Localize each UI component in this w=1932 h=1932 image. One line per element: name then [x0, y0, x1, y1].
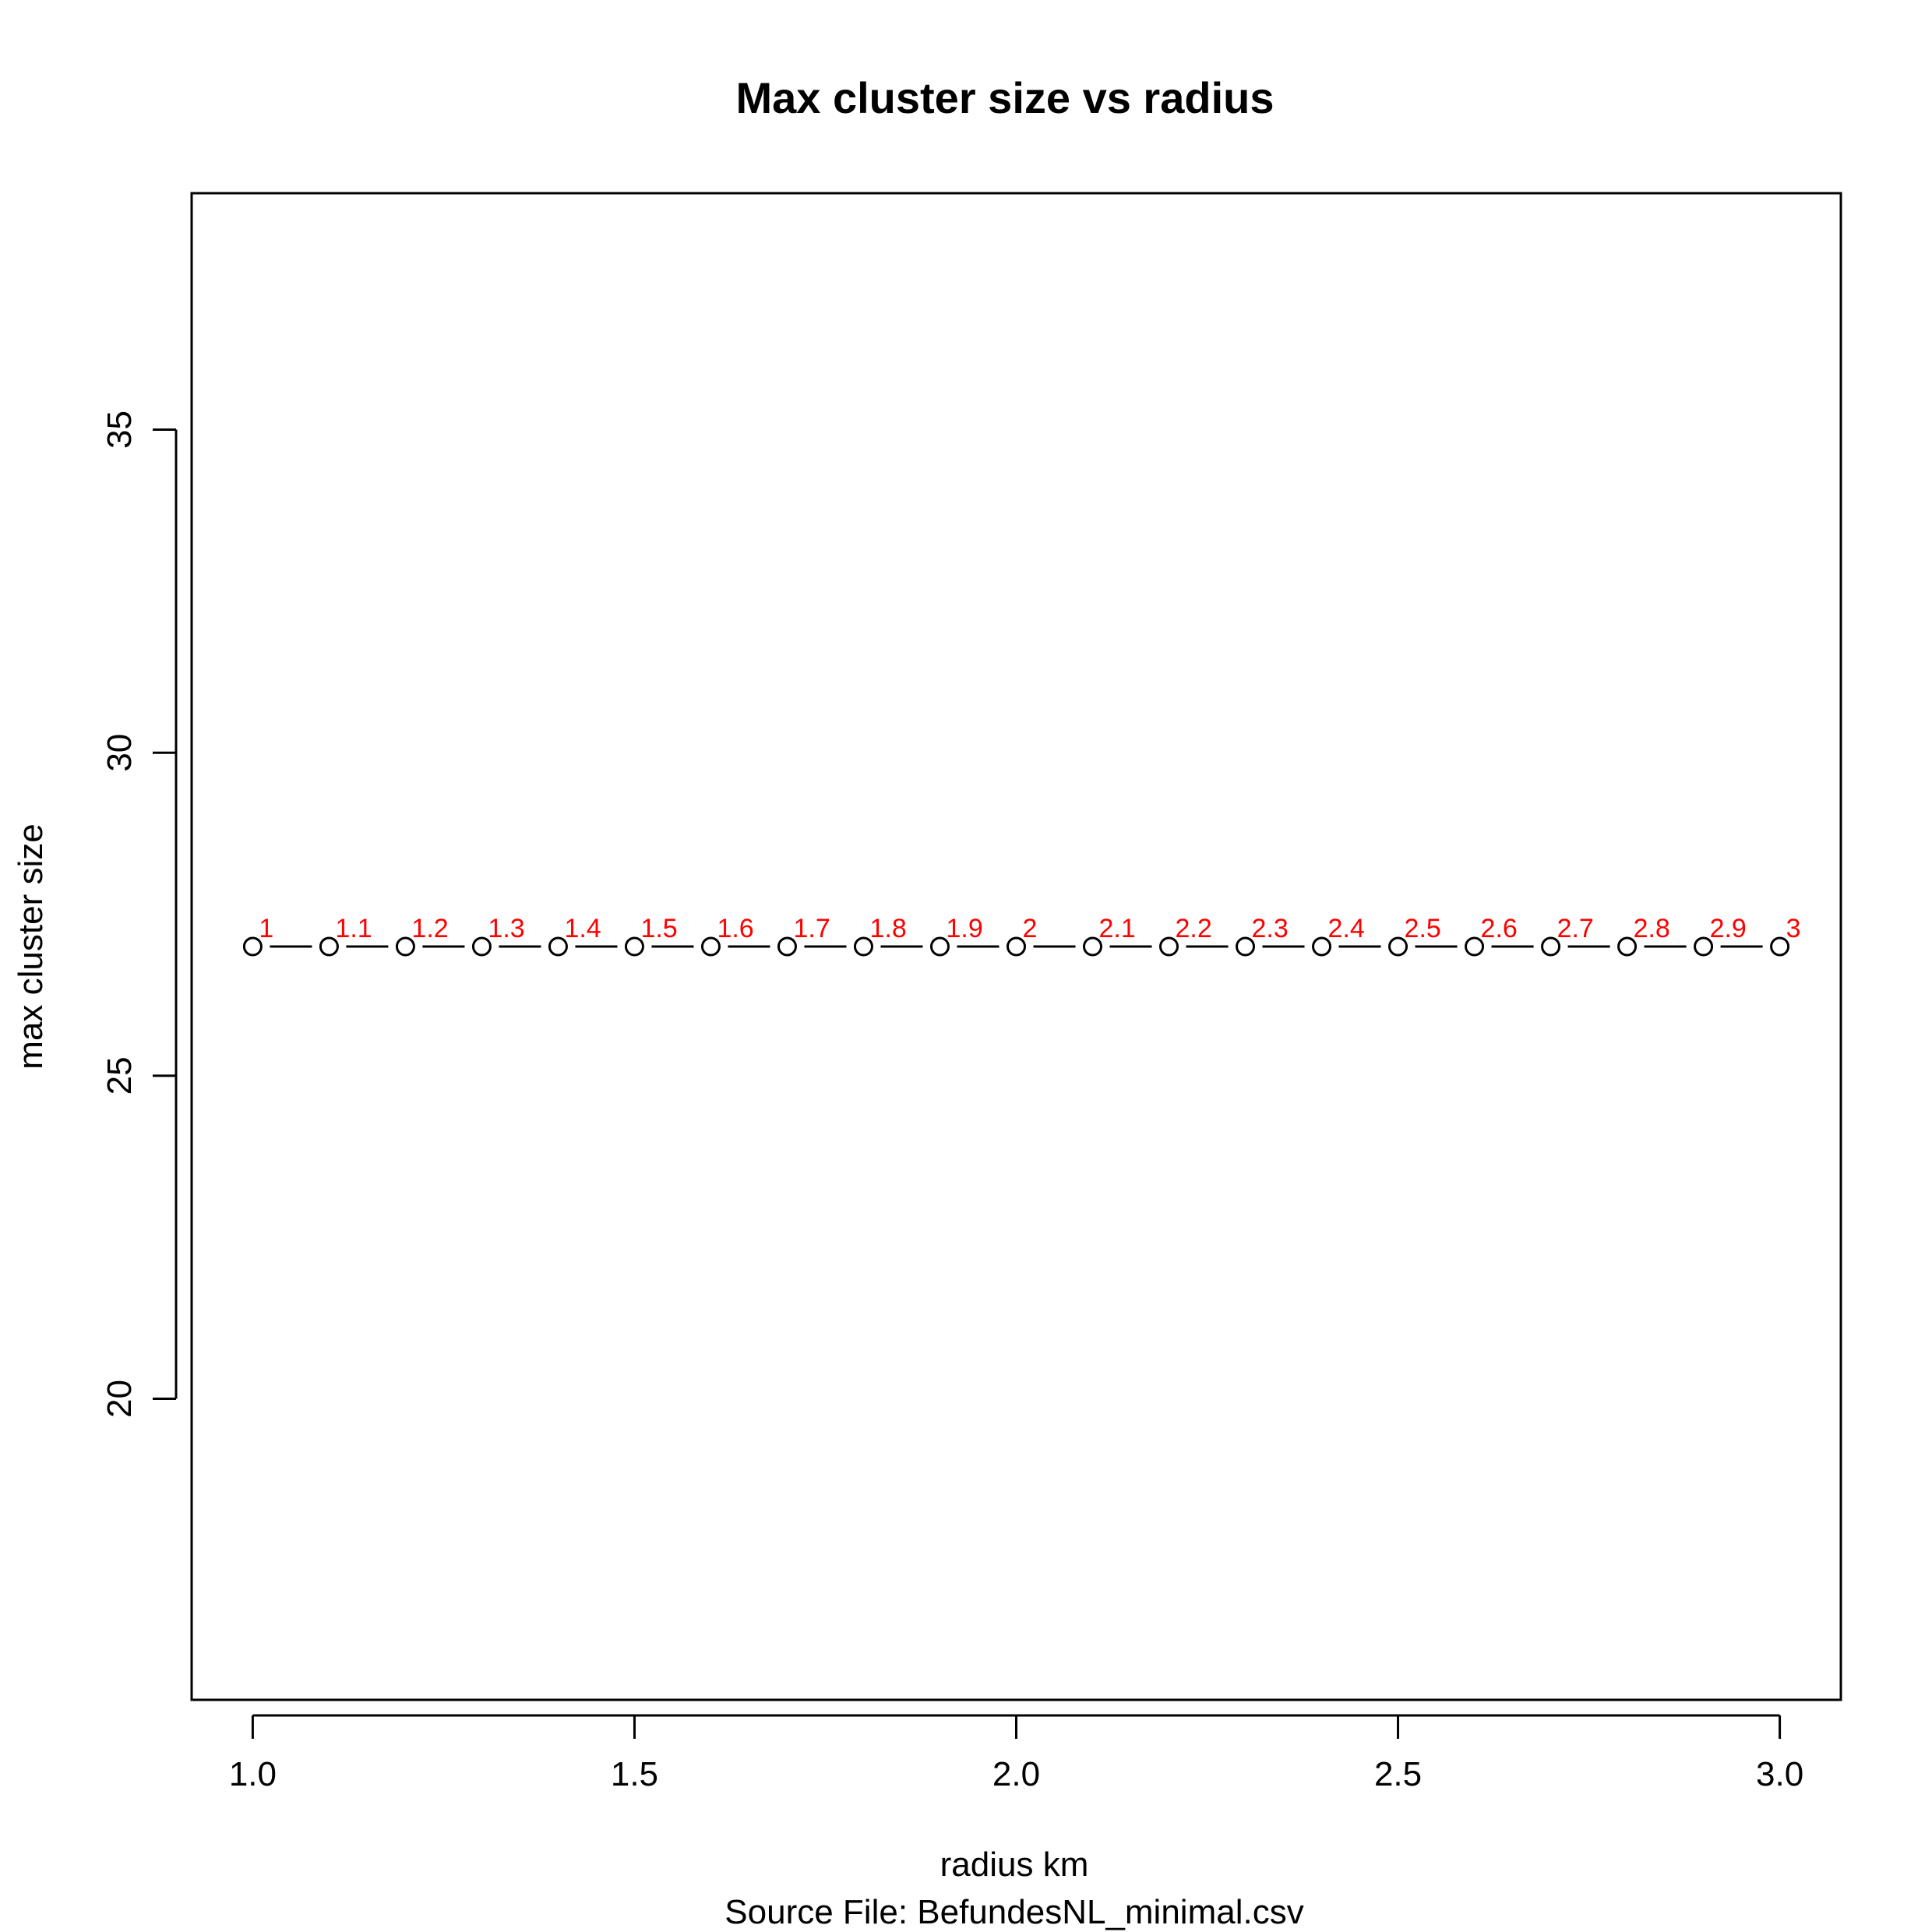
data-point — [1617, 936, 1638, 957]
point-label: 2.3 — [1252, 914, 1289, 943]
point-label: 2.7 — [1557, 914, 1594, 943]
data-point — [624, 936, 644, 957]
data-point — [395, 936, 415, 957]
data-point — [1159, 936, 1179, 957]
y-tick-label: 30 — [100, 734, 139, 772]
point-label: 1.1 — [335, 914, 372, 943]
data-point — [777, 936, 797, 957]
x-tick-label: 2.0 — [992, 1755, 1040, 1793]
x-axis: 1.0 1.5 2.0 2.5 3.0 — [229, 1714, 1803, 1793]
data-point — [1236, 936, 1256, 957]
data-point — [242, 936, 263, 957]
x-tick-label: 2.5 — [1374, 1755, 1422, 1793]
point-label: 1.8 — [869, 914, 906, 943]
data-point — [1388, 936, 1408, 957]
x-tick-label: 1.5 — [611, 1755, 658, 1793]
data-point — [700, 936, 721, 957]
source-file-note: Source File: BefundesNL_minimal.csv — [724, 1893, 1303, 1931]
chart-title: Max cluster size vs radius — [735, 73, 1274, 122]
data-point — [1465, 936, 1485, 957]
data-point — [1694, 936, 1714, 957]
point-label: 2.1 — [1099, 914, 1136, 943]
data-series — [242, 936, 1790, 957]
data-point — [319, 936, 339, 957]
point-label: 3 — [1786, 914, 1801, 943]
data-point — [1541, 936, 1561, 957]
y-axis: 20 25 30 35 — [100, 411, 178, 1418]
point-label: 1.4 — [564, 914, 601, 943]
point-label: 1.6 — [717, 914, 753, 943]
data-point — [1083, 936, 1103, 957]
point-labels: 1 1.1 1.2 1.3 1.4 1.5 1.6 1.7 1.8 1.9 2 2.1 2.2 2.3 2.… — [259, 914, 1800, 943]
data-point — [471, 936, 492, 957]
point-label: 2.6 — [1481, 914, 1518, 943]
point-label: 2.4 — [1328, 914, 1365, 943]
x-axis-title: radius km — [940, 1846, 1089, 1884]
point-label: 2.5 — [1405, 914, 1441, 943]
y-tick-label: 35 — [100, 411, 139, 449]
point-label: 2.2 — [1176, 914, 1212, 943]
data-point — [1770, 936, 1790, 957]
point-label: 1.2 — [411, 914, 448, 943]
point-label: 2.8 — [1634, 914, 1670, 943]
point-label: 1 — [259, 914, 273, 943]
y-axis-title: max cluster size — [12, 823, 50, 1069]
point-label: 1.7 — [793, 914, 830, 943]
point-label: 2 — [1023, 914, 1038, 943]
point-label: 1.5 — [640, 914, 677, 943]
data-point — [548, 936, 568, 957]
y-tick-label: 20 — [100, 1380, 139, 1418]
x-tick-label: 1.0 — [229, 1755, 277, 1793]
point-label: 1.3 — [488, 914, 524, 943]
x-tick-label: 3.0 — [1756, 1755, 1803, 1793]
point-label: 2.9 — [1710, 914, 1747, 943]
data-point — [929, 936, 950, 957]
y-tick-label: 25 — [100, 1056, 139, 1095]
data-point — [1312, 936, 1332, 957]
plot-frame — [190, 192, 1842, 1701]
point-label: 1.9 — [946, 914, 982, 943]
data-point — [853, 936, 873, 957]
data-point — [1007, 936, 1026, 957]
